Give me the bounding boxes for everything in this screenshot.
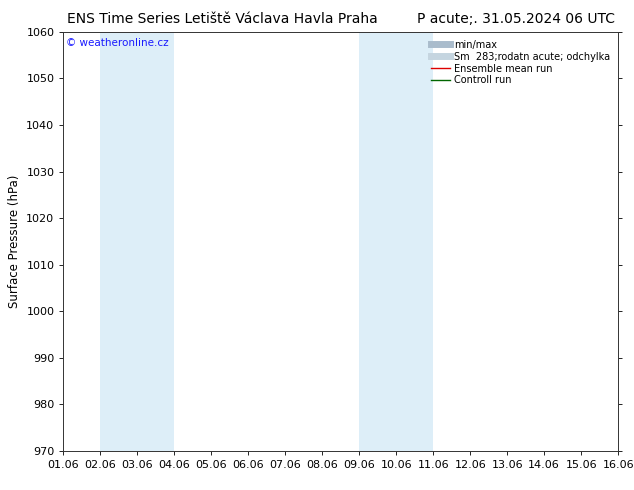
Text: ENS Time Series Letiště Václava Havla Praha: ENS Time Series Letiště Václava Havla Pr… <box>67 12 377 26</box>
Bar <box>359 32 433 451</box>
Y-axis label: Surface Pressure (hPa): Surface Pressure (hPa) <box>8 174 21 308</box>
Text: © weatheronline.cz: © weatheronline.cz <box>66 38 169 48</box>
Legend: min/max, Sm  283;rodatn acute; odchylka, Ensemble mean run, Controll run: min/max, Sm 283;rodatn acute; odchylka, … <box>428 37 613 88</box>
Text: P acute;. 31.05.2024 06 UTC: P acute;. 31.05.2024 06 UTC <box>417 12 615 26</box>
Bar <box>100 32 174 451</box>
Bar <box>618 32 634 451</box>
